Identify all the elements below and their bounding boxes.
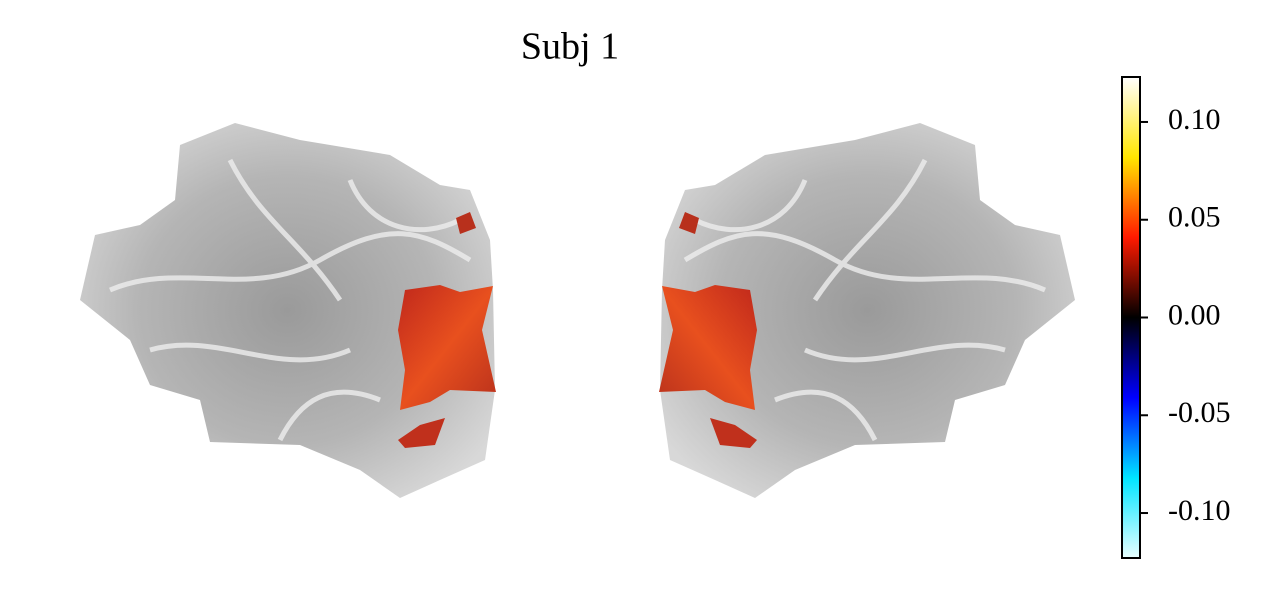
colorbar [1121,76,1141,559]
chart-title: Subj 1 [521,26,619,68]
activation [456,212,476,234]
left-hemisphere [80,123,496,498]
cortex [80,123,495,498]
activation [398,285,496,410]
colorbar-tick-label: 0.05 [1168,201,1221,234]
colorbar-tick-label: -0.10 [1168,494,1231,527]
colorbar-tick-label: 0.10 [1168,103,1221,136]
colorbar-tick-label: 0.00 [1168,298,1221,331]
activation [398,418,445,448]
right-hemisphere [659,123,1075,498]
colorbar-tick-label: -0.05 [1168,396,1231,429]
